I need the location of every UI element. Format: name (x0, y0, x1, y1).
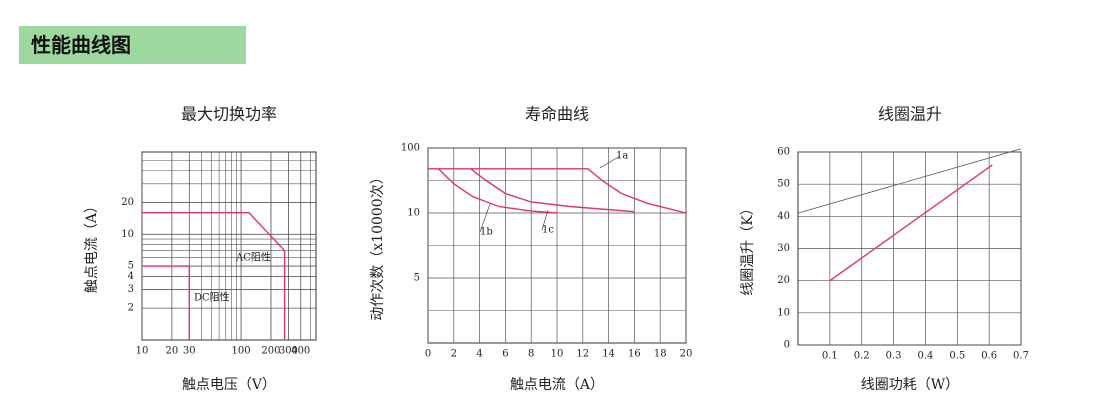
x-tick-label: 400 (291, 346, 310, 357)
series-line (428, 168, 687, 214)
x-tick-label: 30 (183, 346, 196, 357)
label-leader (479, 203, 491, 233)
x-tick-label: 16 (628, 349, 641, 360)
y-axis-label: 触点电流（A） (84, 199, 100, 293)
x-tick-label: 0.1 (822, 351, 838, 362)
x-tick-label: 0.3 (886, 351, 902, 362)
x-tick-label: 0.4 (917, 351, 933, 362)
chart-title: 最大切换功率 (181, 105, 277, 124)
series-label: 1a (616, 151, 628, 162)
x-axis-label: 触点电流（A） (510, 377, 604, 393)
x-tick-label: 20 (165, 346, 178, 357)
y-tick-label: 20 (777, 275, 790, 286)
label-leader (599, 155, 621, 169)
y-tick-label: 10 (407, 208, 420, 219)
x-tick-label: 18 (654, 349, 667, 360)
y-tick-label: 20 (121, 197, 134, 208)
y-tick-label: 4 (128, 271, 134, 282)
y-tick-label: 100 (401, 143, 420, 154)
y-tick-label: 30 (777, 243, 790, 254)
x-tick-label: 12 (576, 349, 589, 360)
x-tick-label: 0.5 (949, 351, 965, 362)
series-label: AC阻性 (235, 251, 271, 264)
x-tick-label: 0.2 (854, 351, 870, 362)
y-tick-label: 3 (128, 284, 134, 295)
x-tick-label: 4 (476, 349, 482, 360)
x-tick-label: 0.7 (1013, 351, 1029, 362)
x-tick-label: 10 (551, 349, 564, 360)
section-header: 性能曲线图 (19, 26, 246, 64)
y-axis-label: 动作次数（x10000次） (370, 170, 386, 320)
x-tick-label: 300 (279, 346, 298, 357)
series-label: 1c (542, 225, 554, 236)
series-line (437, 168, 558, 214)
x-tick-label: 20 (680, 349, 693, 360)
plot-frame (141, 151, 317, 341)
series-line (142, 212, 286, 340)
x-tick-label: 10 (136, 346, 149, 357)
chart-title: 线圈温升 (878, 105, 942, 124)
series-line (470, 168, 635, 213)
x-tick-label: 0 (425, 349, 431, 360)
y-tick-label: 10 (777, 307, 790, 318)
y-tick-label: 40 (777, 211, 790, 222)
x-tick-label: 8 (528, 349, 534, 360)
series-line (797, 148, 1022, 214)
y-tick-label: 50 (777, 179, 790, 190)
y-tick-label: 5 (128, 261, 134, 272)
x-axis-label: 线圈功耗（W） (861, 377, 959, 393)
series-line (142, 265, 190, 340)
x-tick-label: 2 (451, 349, 457, 360)
y-tick-label: 10 (121, 229, 134, 240)
y-tick-label: 5 (414, 273, 420, 284)
y-tick-label: 60 (777, 147, 790, 158)
series-line (829, 164, 993, 282)
x-tick-label: 200 (261, 346, 280, 357)
x-axis-label: 触点电压（V） (182, 377, 276, 393)
label-leader (541, 209, 549, 231)
y-tick-label: 0 (784, 340, 790, 351)
series-label: DC阻性 (194, 291, 230, 304)
y-tick-label: 2 (128, 303, 134, 314)
y-axis-label: 线圈温升（K） (740, 201, 756, 295)
x-tick-label: 100 (232, 346, 251, 357)
x-tick-label: 14 (602, 349, 615, 360)
series-label: 1b (480, 227, 493, 238)
chart-title: 寿命曲线 (525, 105, 589, 124)
x-tick-label: 6 (502, 349, 508, 360)
x-tick-label: 0.6 (981, 351, 997, 362)
